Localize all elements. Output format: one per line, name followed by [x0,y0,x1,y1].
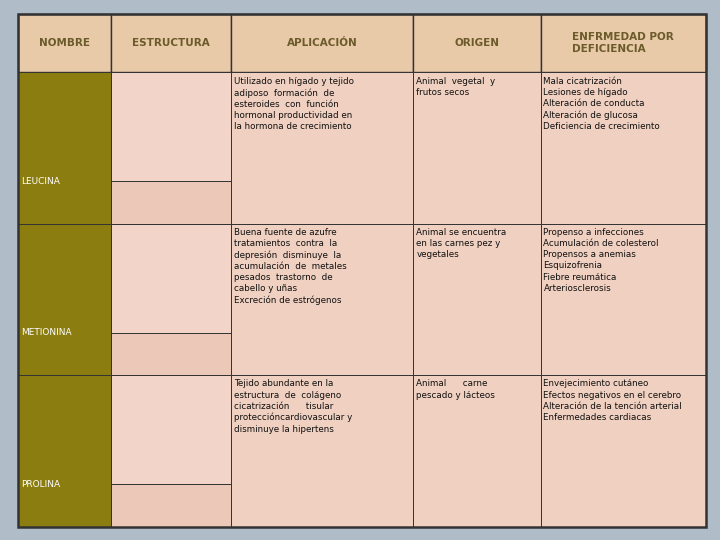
Text: Envejecimiento cutáneo
Efectos negativos en el cerebro
Alteración de la tención : Envejecimiento cutáneo Efectos negativos… [544,380,682,422]
Bar [111,333,231,375]
Bar [111,484,231,526]
Bar [111,181,231,224]
Text: Propenso a infecciones
Acumulación de colesterol
Propensos a anemias
Esquizofren: Propenso a infecciones Acumulación de co… [544,228,659,293]
Text: Buena fuente de azufre
tratamientos  contra  la
depresión  disminuye  la
acumula: Buena fuente de azufre tratamientos cont… [234,228,347,305]
Bar [111,375,231,484]
Bar [111,224,231,333]
Text: METIONINA: METIONINA [21,328,71,338]
Bar [18,72,111,224]
Text: Mala cicatrización
Lesiones de hígado
Alteración de conducta
Alteración de gluco: Mala cicatrización Lesiones de hígado Al… [544,77,660,131]
Bar [18,375,111,526]
Bar [413,375,541,526]
Bar [541,14,706,72]
Bar [18,14,111,72]
Bar [541,72,706,224]
Bar [231,72,413,224]
Bar [231,375,413,526]
Text: ORIGEN: ORIGEN [454,38,500,48]
Bar [541,224,706,375]
Text: NOMBRE: NOMBRE [39,38,90,48]
Text: ENFRMEDAD POR
DEFICIENCIA: ENFRMEDAD POR DEFICIENCIA [572,32,674,54]
Bar [231,14,413,72]
Bar [111,224,231,375]
Bar [413,14,541,72]
Bar [413,224,541,375]
Text: LEUCINA: LEUCINA [21,177,60,186]
Text: Animal      carne
pescado y lácteos: Animal carne pescado y lácteos [416,380,495,400]
Text: Animal se encuentra
en las carnes pez y
vegetales: Animal se encuentra en las carnes pez y … [416,228,506,259]
Bar [111,14,231,72]
Text: PROLINA: PROLINA [21,480,60,489]
Text: Utilizado en hígado y tejido
adiposo  formación  de
esteroides  con  función
hor: Utilizado en hígado y tejido adiposo for… [234,77,354,131]
Bar [111,72,231,181]
Bar [111,375,231,526]
Text: Animal  vegetal  y
frutos secos: Animal vegetal y frutos secos [416,77,495,97]
Bar [231,224,413,375]
Bar [18,224,111,375]
Text: ESTRUCTURA: ESTRUCTURA [132,38,210,48]
Text: Tejido abundante en la
estructura  de  colágeno
cicatrización      tisular
prote: Tejido abundante en la estructura de col… [234,380,352,434]
Bar [541,375,706,526]
Bar [111,72,231,224]
Bar [413,72,541,224]
Text: APLICACIÓN: APLICACIÓN [287,38,358,48]
